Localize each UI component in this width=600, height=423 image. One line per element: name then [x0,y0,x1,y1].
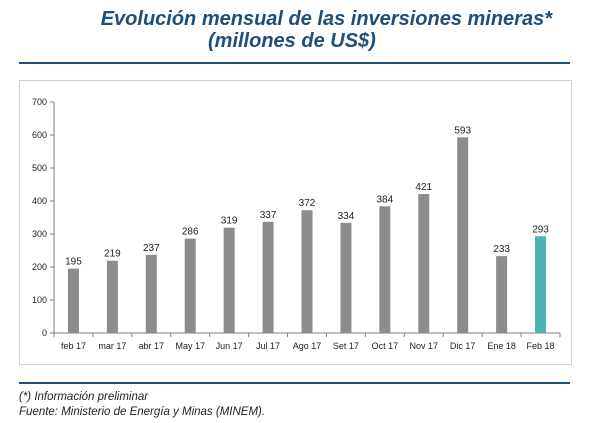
bar [106,260,118,333]
chart-frame [19,80,572,365]
bar [340,222,352,333]
footnote: (*) Información preliminar [19,391,149,403]
bar [535,236,547,333]
bar-value-label: 195 [65,257,82,268]
bar [457,137,469,333]
x-tick-label: Jul 17 [256,341,280,351]
bar [262,221,274,333]
bar-value-label: 293 [532,224,549,235]
bar-value-label: 237 [143,243,160,254]
y-tick-label: 200 [32,262,47,272]
bar-value-label: 372 [299,198,316,209]
y-tick-label: 100 [32,295,47,305]
bar-value-label: 337 [260,210,277,221]
x-tick-label: Jun 17 [216,341,243,351]
y-tick-label: 600 [32,130,47,140]
x-tick-label: Feb 18 [527,341,555,351]
bar [379,206,391,333]
footer: (*) Información preliminar Fuente: Minis… [19,390,265,420]
y-tick-label: 400 [32,196,47,206]
bar-value-label: 286 [182,227,199,238]
x-tick-label: May 17 [175,341,205,351]
bar-value-label: 219 [104,249,121,260]
top-divider [19,62,570,64]
x-axis: feb 17 mar 17 abr 17 May 17 Jun 17 Jul 17 Ago … [53,332,561,351]
y-tick-label: 700 [32,97,47,107]
x-tick-label: Ene 18 [487,341,516,351]
bar [184,238,196,333]
x-tick-label: Nov 17 [410,341,439,351]
bar [301,210,313,333]
bar [145,254,157,333]
bar-value-label: 334 [338,211,355,222]
x-tick-label: Dic 17 [450,341,476,351]
y-tick-label: 500 [32,163,47,173]
bar-series [67,137,547,333]
bar [496,256,508,333]
bar-value-label: 384 [377,194,394,205]
data-labels: 195 219 237 286 319 337 372 334 384 421 593 233 293 [65,125,549,267]
bar-value-label: 421 [415,182,432,193]
bar [67,268,79,333]
chart-title: Evolución mensual de las inversiones min… [100,8,552,30]
y-axis: 0 100 200 300 400 500 600 700 [32,97,55,338]
x-tick-label: Oct 17 [372,341,399,351]
source-note: Fuente: Ministerio de Energía y Minas (M… [19,406,266,418]
bar [418,194,430,333]
bar-value-label: 319 [221,216,238,227]
x-tick-label: abr 17 [139,341,165,351]
bar-value-label: 233 [493,244,510,255]
x-tick-label: mar 17 [98,341,126,351]
y-tick-label: 300 [32,229,47,239]
chart-subtitle: (millones de US$) [208,30,376,52]
x-tick-label: Set 17 [333,341,359,351]
y-tick-label: 0 [42,328,47,338]
chart-title-block: Evolución mensual de las inversiones min… [90,8,570,52]
x-tick-label: feb 17 [61,341,86,351]
bar-value-label: 593 [454,125,471,136]
bottom-divider [19,382,570,384]
x-tick-label: Ago 17 [293,341,322,351]
bar [223,227,235,333]
